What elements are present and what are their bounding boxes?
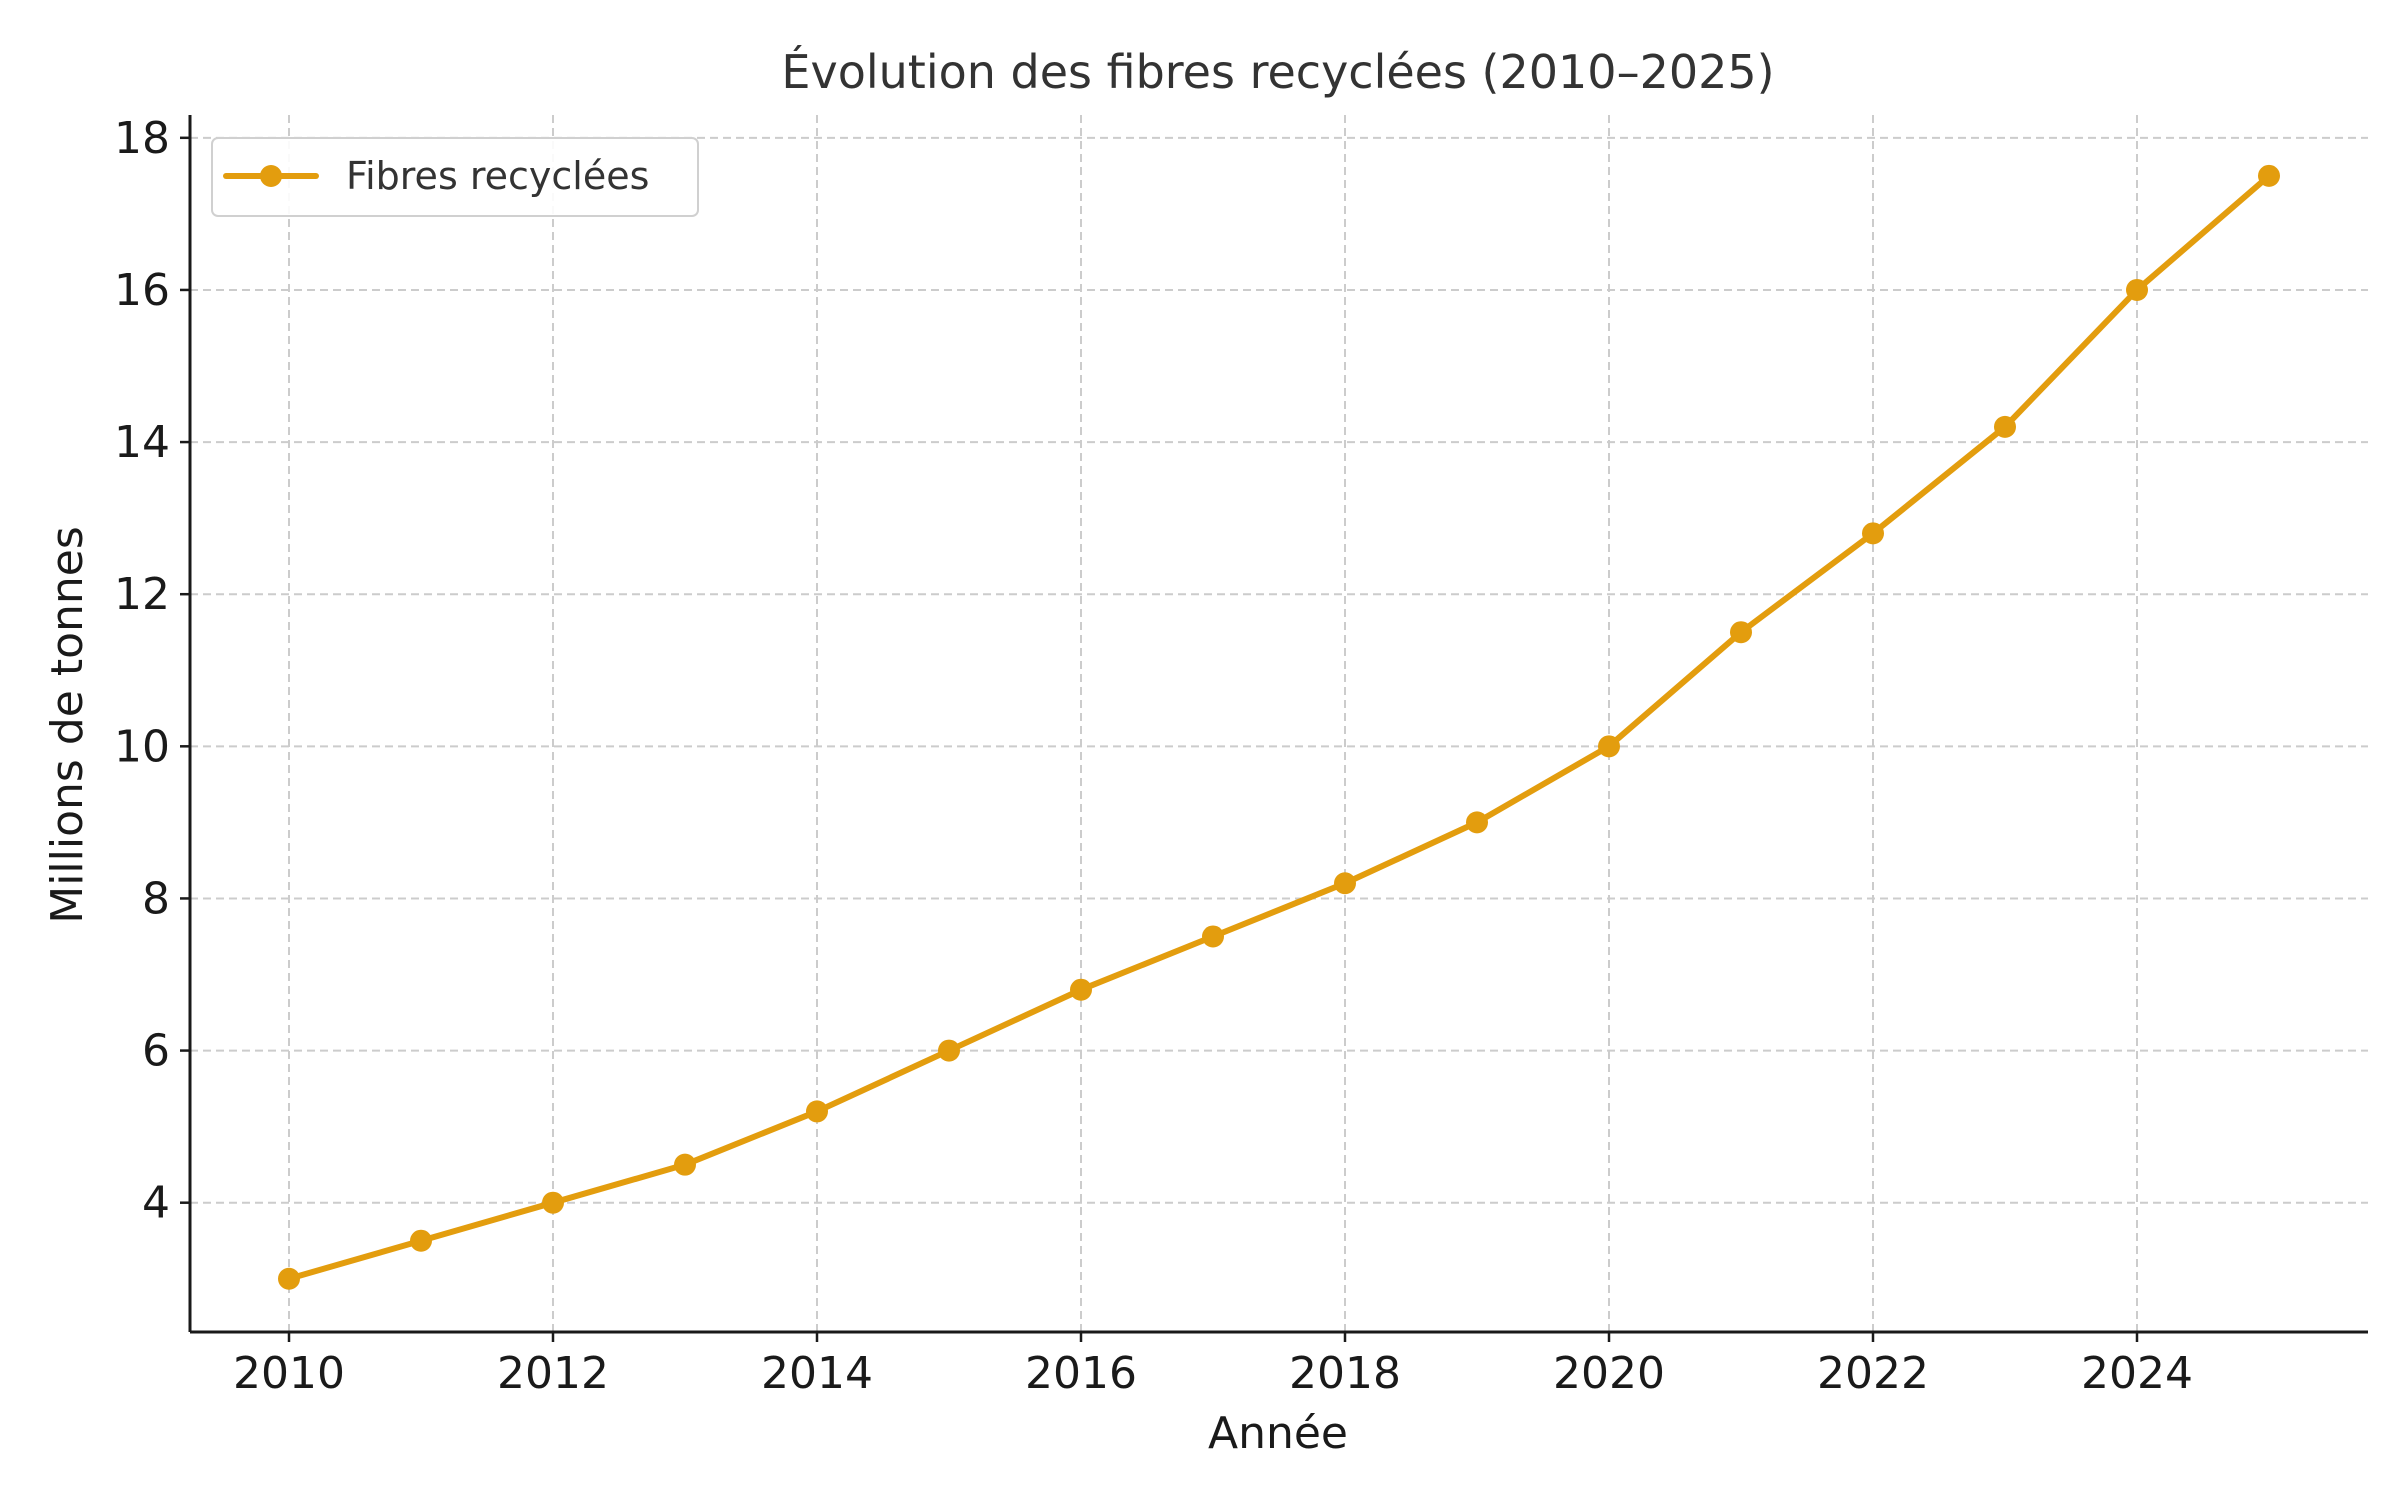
data-point (1466, 811, 1488, 834)
data-point (1730, 621, 1752, 644)
y-tick-label: 18 (114, 113, 170, 164)
data-point (278, 1267, 300, 1290)
data-point (938, 1039, 960, 1062)
data-point (674, 1153, 696, 1176)
legend-box (211, 137, 699, 217)
series (278, 164, 2280, 1290)
data-point (410, 1229, 432, 1252)
x-tick-label: 2010 (233, 1348, 345, 1399)
legend-label: Fibres recyclées (346, 154, 649, 198)
data-point (1334, 872, 1356, 895)
y-tick-label: 12 (114, 569, 170, 620)
x-axis-title: Année (1208, 1408, 1348, 1459)
series-line (286, 172, 2272, 1282)
legend-marker-swatch (260, 165, 282, 187)
grid (190, 115, 2368, 1332)
data-point (2258, 164, 2280, 187)
tick-labels: 2010 2012 2014 2016 2018 2020 2022 2024 4 6 8 10 12 1… (114, 113, 2193, 1399)
x-tick-label: 2014 (761, 1348, 873, 1399)
x-tick-label: 2018 (1289, 1348, 1401, 1399)
x-tick-label: 2012 (497, 1348, 609, 1399)
data-point (542, 1191, 564, 1214)
x-tick-label: 2022 (1817, 1348, 1929, 1399)
chart-title: Évolution des fibres recyclées (2010–202… (781, 45, 1774, 99)
y-tick-label: 6 (142, 1026, 170, 1077)
y-tick-label: 8 (142, 873, 170, 924)
x-tick-label: 2024 (2081, 1348, 2193, 1399)
data-point (2126, 278, 2148, 301)
axes (180, 115, 2368, 1342)
y-tick-label: 4 (142, 1178, 170, 1229)
data-point (1862, 522, 1884, 545)
data-point (1202, 925, 1224, 948)
data-point (1070, 978, 1092, 1001)
legend: Fibres recyclées (211, 137, 699, 217)
y-axis-title: Millions de tonnes (42, 526, 93, 924)
data-point (1598, 735, 1620, 758)
y-tick-label: 10 (114, 721, 170, 772)
data-point (806, 1100, 828, 1123)
x-tick-label: 2020 (1553, 1348, 1665, 1399)
data-point (1994, 415, 2016, 438)
x-tick-label: 2016 (1025, 1348, 1137, 1399)
y-tick-label: 14 (114, 417, 170, 468)
y-tick-label: 16 (114, 265, 170, 316)
